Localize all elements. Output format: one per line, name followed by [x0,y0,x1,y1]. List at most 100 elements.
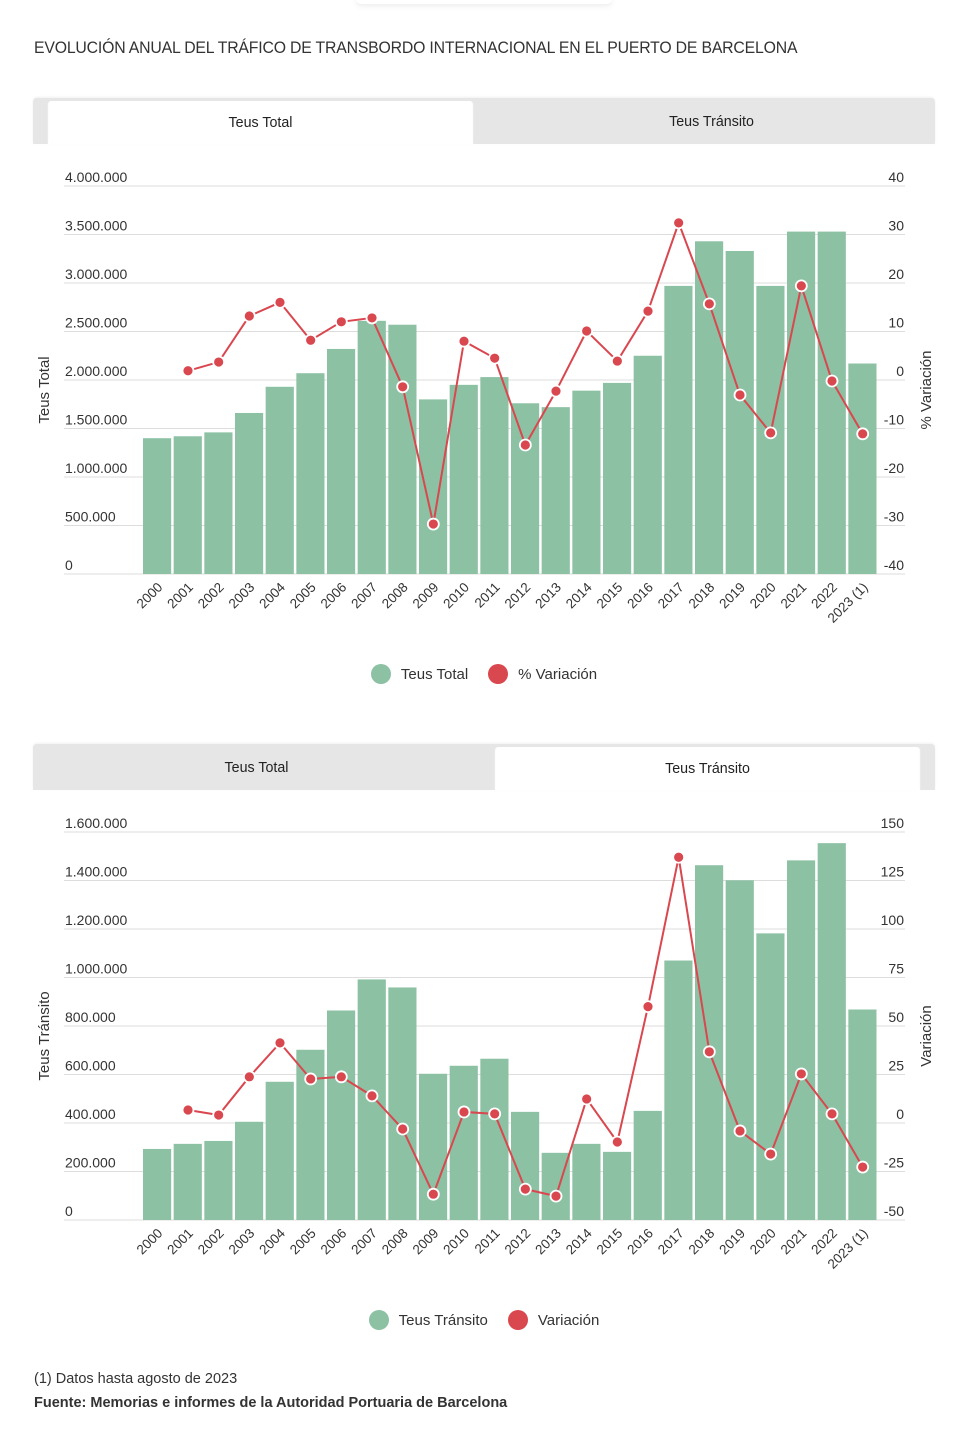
y-tick-label: 1.200.000 [65,912,127,928]
legend-2: Teus Tránsito Variación [0,1310,968,1330]
x-tick-label: 2021 [778,1226,810,1258]
variation-point [426,1187,440,1201]
variation-point [365,311,379,325]
bar [173,1143,202,1220]
variation-point [672,850,686,864]
variation-point [273,1036,287,1050]
bar [695,865,724,1220]
bar [419,399,448,574]
bar [449,384,478,574]
x-tick-label: 2006 [318,580,350,612]
legend-bar-swatch-icon [370,664,391,684]
x-tick-label: 2016 [624,1226,656,1258]
bar [541,407,570,574]
y2-tick-label: -20 [884,460,904,476]
x-tick-label: 2017 [655,1226,687,1258]
bar [235,1121,264,1220]
bar [327,1010,356,1220]
tab-teus-transito[interactable]: Teus Tránsito [669,112,754,130]
legend-item-teus-total[interactable]: Teus Total [370,664,469,684]
y-tick-label: 800.000 [65,1009,116,1025]
bar [265,1081,294,1220]
variation-point [825,1107,839,1121]
variation-point [764,1147,778,1161]
y-tick-label: 1.400.000 [65,864,127,880]
variation-point [549,1189,563,1203]
bar [449,1065,478,1220]
bar [204,432,233,574]
bar [664,960,693,1220]
variation-point [733,388,747,402]
variation-point [181,1103,195,1117]
legend-1: Teus Total % Variación [0,664,968,684]
variation-point [212,355,226,369]
variation-point [396,380,410,394]
x-tick-label: 2004 [256,579,288,611]
bar [357,320,386,574]
x-tick-label: 2007 [348,1226,380,1258]
variation-point [610,1135,624,1149]
y2-tick-label: 25 [888,1058,904,1074]
variation-point [518,1182,532,1196]
x-tick-label: 2010 [440,1226,472,1258]
x-tick-label: 2000 [134,1226,166,1258]
chart-teus-total: 0 -40 500.000 -30 1.000.000 -20 1.500.000 -10 2.… [36,169,935,626]
y2-tick-label: 10 [888,315,904,331]
variation-point [488,1107,502,1121]
variation-point [334,1070,348,1084]
x-tick-label: 2000 [134,580,166,612]
legend-label: Teus Total [400,665,469,683]
page-title: EVOLUCIÓN ANUAL DEL TRÁFICO DE TRANSBORD… [34,38,798,57]
y-tick-label: 500.000 [65,509,116,525]
bar [204,1140,233,1220]
y2-tick-label: -30 [884,509,904,525]
y-tick-label: 200.000 [65,1155,116,1171]
legend-label: Variación [537,1311,600,1329]
x-tick-label: 2005 [287,1226,319,1258]
x-tick-label: 2002 [195,580,227,612]
x-tick-label: 2012 [502,1226,534,1258]
legend-item-teus-transito[interactable]: Teus Tránsito [368,1310,488,1330]
variation-point [242,1070,256,1084]
tab-teus-total[interactable]: Teus Total [47,101,474,144]
variation-point [610,354,624,368]
variation-point [764,426,778,440]
x-tick-label: 2001 [164,580,196,612]
y-tick-label: 0 [65,557,73,573]
variation-point [304,333,318,347]
variation-point [580,1092,594,1106]
legend-item-variacion[interactable]: Variación [507,1310,600,1330]
x-tick-label: 2019 [716,1226,748,1258]
x-tick-label: 2018 [686,580,718,612]
x-tick-label: 2009 [410,580,442,612]
x-tick-label: 2005 [287,580,319,612]
x-tick-label: 2015 [594,1226,626,1258]
variation-point [794,279,808,293]
y2-tick-label: 30 [888,218,904,234]
variation-point [672,216,686,230]
bar [725,250,754,574]
tab-teus-transito[interactable]: Teus Tránsito [494,747,921,790]
y2-tick-label: -10 [884,412,904,428]
y2-tick-label: -50 [884,1203,904,1219]
y2-tick-label: -25 [884,1155,904,1171]
bar [664,285,693,574]
x-tick-label: 2006 [318,1226,350,1258]
variation-point [212,1108,226,1122]
bar [480,377,509,574]
y-axis-title: Teus Tránsito [36,991,53,1080]
bar [817,843,846,1220]
bar [725,880,754,1220]
y2-tick-label: 150 [881,815,905,831]
x-tick-label: 2021 [778,580,810,612]
y2-tick-label: 40 [888,169,904,185]
legend-item-variacion[interactable]: % Variación [488,664,597,684]
bar [265,386,294,574]
bar [143,1148,172,1220]
y-tick-label: 1.000.000 [65,460,127,476]
variation-point [457,334,471,348]
x-tick-label: 2003 [226,1226,258,1258]
bar [756,933,785,1220]
chart-teus-transito: 0 -50 200.000 -25 400.000 0 600.000 25 800.000 50… [36,815,935,1272]
tab-teus-total[interactable]: Teus Total [224,758,289,776]
